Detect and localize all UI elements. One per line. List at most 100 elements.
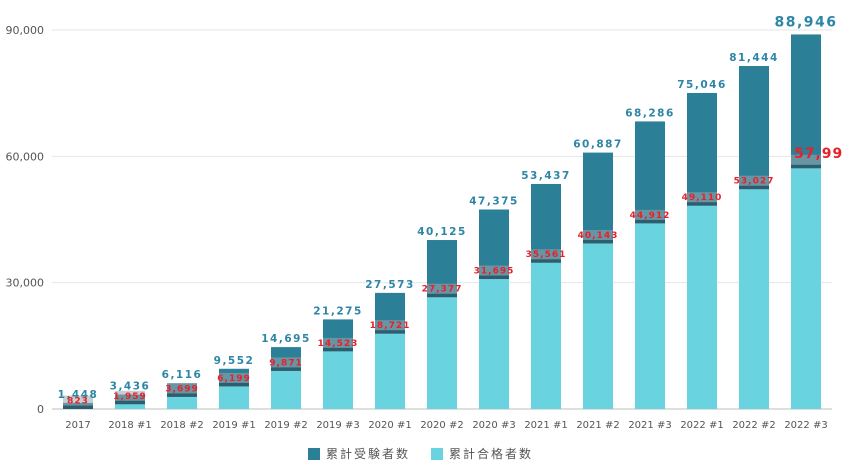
data-label-pass: 3,699 <box>165 384 198 394</box>
bar-pass <box>635 219 665 409</box>
legend-label-pass: 累計合格者数 <box>449 446 533 461</box>
bar-pass-cap <box>323 347 353 352</box>
bar-pass-cap <box>167 393 197 397</box>
bar-pass-cap <box>479 275 509 280</box>
bar-pass-cap <box>583 239 613 244</box>
data-label-pass: 823 <box>67 397 89 407</box>
data-label-total: 47,375 <box>469 195 519 207</box>
x-tick-label: 2020 #3 <box>472 420 515 431</box>
data-label-total: 53,437 <box>521 170 571 182</box>
x-tick-label: 2022 #1 <box>680 420 723 431</box>
data-label-pass: 6,199 <box>217 374 250 384</box>
data-label-pass: 31,695 <box>474 267 515 277</box>
x-tick-label: 2022 #2 <box>732 420 775 431</box>
x-tick-label: 2018 #1 <box>108 420 151 431</box>
legend: 累計受験者数 累計合格者数 <box>308 446 533 461</box>
bar-pass-cap <box>375 330 405 334</box>
bar-pass <box>271 367 301 409</box>
x-tick-label: 2020 #2 <box>420 420 463 431</box>
x-tick-label: 2022 #3 <box>784 420 827 431</box>
data-label-pass: 57,991 <box>794 146 844 162</box>
bar-pass <box>115 400 145 409</box>
axis-layer: 0 30,000 60,000 90,000 2017 2018 #1 2018 #2 201… <box>6 24 828 431</box>
bar-pass-label-band <box>323 337 353 348</box>
x-tick-label: 2018 #2 <box>160 420 203 431</box>
bar-pass-label-band <box>115 390 145 401</box>
bar-pass <box>167 393 197 409</box>
bar-pass <box>427 293 457 409</box>
bar-pass-label-band <box>531 249 561 260</box>
y-tick-label: 90,000 <box>6 24 45 37</box>
bar-pass-label-band <box>167 383 197 394</box>
bar-pass-label-band <box>375 320 405 331</box>
data-label-pass: 14,523 <box>318 339 359 349</box>
bar-pass-cap <box>635 219 665 224</box>
data-label-total: 75,046 <box>677 79 727 91</box>
data-label-total: 14,695 <box>261 333 311 345</box>
data-label-total: 1,448 <box>58 389 99 401</box>
bar-pass-label-band <box>635 209 665 220</box>
bar-pass-label-band <box>739 175 769 186</box>
data-label-total: 60,887 <box>573 139 623 151</box>
legend-label-total: 累計受験者数 <box>326 446 410 461</box>
bars-layer <box>63 34 821 410</box>
bar-pass <box>479 275 509 409</box>
y-tick-label: 30,000 <box>6 277 45 290</box>
data-label-total: 27,573 <box>365 279 415 291</box>
x-tick-label: 2021 #3 <box>628 420 671 431</box>
bar-pass-cap <box>739 185 769 190</box>
bar-pass <box>323 347 353 409</box>
data-label-pass: 44,912 <box>630 211 671 221</box>
bar-pass <box>583 239 613 409</box>
bar-pass-cap <box>791 164 821 169</box>
legend-swatch-pass <box>431 448 443 460</box>
bar-pass-label-band <box>63 395 93 406</box>
bar-pass <box>219 382 249 409</box>
bar-pass-label-band <box>583 229 613 240</box>
data-label-pass: 40,143 <box>578 231 619 241</box>
x-tick-label: 2019 #1 <box>212 420 255 431</box>
x-tick-label: 2020 #1 <box>368 420 411 431</box>
x-tick-label: 2021 #2 <box>576 420 619 431</box>
bar-pass <box>531 259 561 409</box>
data-label-total: 81,444 <box>729 52 779 64</box>
data-label-pass: 9,871 <box>269 358 302 368</box>
bar-pass <box>687 202 717 409</box>
bar-pass-label-band <box>271 357 301 368</box>
x-tick-label: 2021 #1 <box>524 420 567 431</box>
data-label-total: 88,946 <box>774 14 837 30</box>
bar-pass-label-band <box>791 154 821 165</box>
bar-pass-cap <box>427 293 457 298</box>
bar-pass <box>375 330 405 409</box>
bar-pass-cap <box>219 382 249 387</box>
bar-pass-label-band <box>479 265 509 276</box>
bar-pass-cap <box>115 400 145 405</box>
data-label-total: 6,116 <box>162 369 203 381</box>
data-label-total: 21,275 <box>313 305 363 317</box>
x-tick-label: 2019 #2 <box>264 420 307 431</box>
bar-pass-label-band <box>427 283 457 294</box>
y-tick-label: 60,000 <box>6 150 45 163</box>
y-tick-label: 0 <box>37 403 44 416</box>
data-label-total: 68,286 <box>625 107 675 119</box>
x-tick-label: 2019 #3 <box>316 420 359 431</box>
legend-swatch-total <box>308 448 320 460</box>
data-label-total: 3,436 <box>110 381 151 393</box>
data-label-pass: 49,110 <box>682 193 723 203</box>
data-label-pass: 18,721 <box>370 321 411 331</box>
bar-pass-cap <box>63 405 93 410</box>
bar-pass <box>739 185 769 409</box>
data-label-total: 40,125 <box>417 226 467 238</box>
bar-pass-cap <box>687 202 717 206</box>
bar-pass <box>791 164 821 409</box>
data-label-pass: 53,027 <box>734 177 775 187</box>
data-label-pass: 35,561 <box>526 250 567 260</box>
x-tick-label: 2017 <box>65 420 90 431</box>
data-label-total: 9,552 <box>214 355 255 367</box>
bar-pass-label-band <box>687 192 717 203</box>
data-label-pass: 27,377 <box>422 285 463 295</box>
bar-pass-cap <box>531 259 561 263</box>
